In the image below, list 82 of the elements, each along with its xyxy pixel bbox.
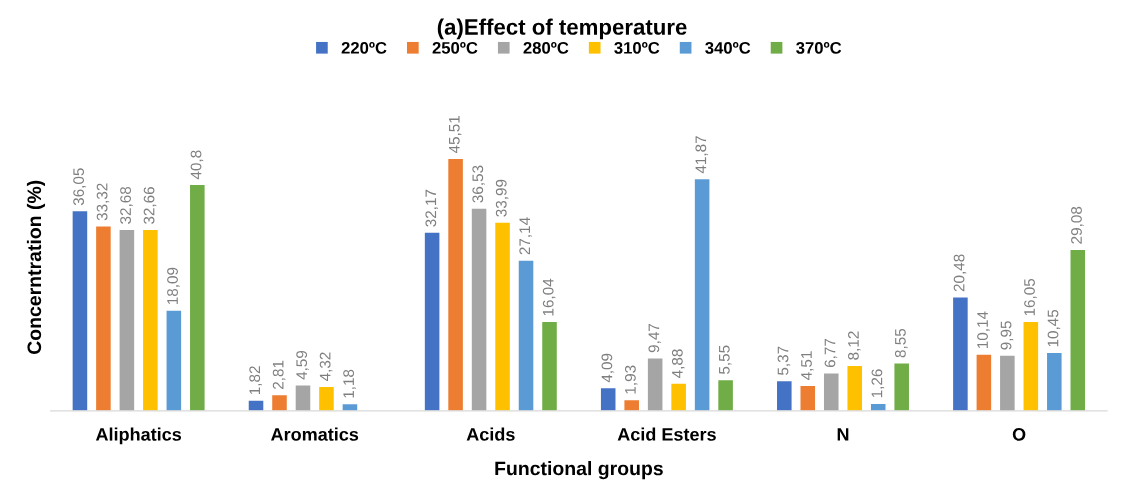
data-label: 18,09 [167, 267, 180, 305]
data-label: 1,82 [249, 366, 262, 395]
bar [847, 365, 863, 411]
data-label: 33,99 [495, 179, 509, 217]
legend-label: 370ºC [796, 41, 842, 54]
data-label: 33,32 [96, 183, 110, 221]
data-label: 9,47 [648, 323, 662, 353]
data-label: 9,95 [1000, 321, 1014, 350]
data-label: 29,08 [1071, 206, 1084, 244]
bar [72, 211, 88, 411]
data-label: 10,45 [1047, 309, 1061, 347]
data-label: 5,37 [777, 346, 791, 375]
bar [166, 310, 182, 411]
legend-label: 250ºC [432, 41, 478, 54]
bar [190, 185, 205, 411]
x-tick-label: Acid Esters [617, 427, 716, 441]
legend-label: 280ºC [523, 41, 569, 54]
x-tick-label: Aromatics [271, 427, 359, 441]
legend-label: 310ºC [614, 41, 660, 54]
bar [1000, 355, 1015, 411]
bar [96, 226, 111, 411]
bar [718, 380, 733, 411]
bar [424, 232, 440, 411]
bar [542, 322, 557, 411]
y-axis-title: Concerntration (%) [26, 180, 46, 354]
bar [894, 363, 909, 411]
data-label: 4,09 [601, 353, 615, 383]
bar [823, 373, 839, 411]
x-tick-label: O [1012, 427, 1026, 441]
data-label: 1,93 [624, 365, 638, 394]
data-label: 8,55 [894, 328, 908, 358]
data-label: 1,26 [871, 369, 885, 398]
chart-title: (a)Effect of temperature [437, 18, 687, 40]
data-label: 1,18 [343, 369, 356, 398]
data-label: 36,53 [472, 165, 485, 203]
bar [518, 260, 534, 411]
bar [976, 354, 992, 411]
bar [600, 388, 616, 411]
data-label: 4,32 [319, 352, 333, 382]
bar [272, 395, 287, 411]
bar [777, 381, 792, 411]
legend-label: 220ºC [341, 41, 387, 54]
data-label: 16,05 [1024, 278, 1037, 316]
bar [1047, 353, 1062, 411]
data-label: 5,55 [719, 345, 732, 374]
bar [119, 230, 135, 411]
bar [647, 358, 663, 411]
data-label: 2,81 [272, 360, 286, 389]
data-label: 41,87 [695, 136, 709, 174]
bar [1023, 322, 1039, 411]
data-label: 45,51 [449, 115, 462, 154]
data-label: 8,12 [848, 331, 861, 360]
data-label: 36,05 [73, 168, 86, 206]
data-label: 4,51 [801, 351, 814, 381]
data-label: 16,04 [542, 278, 556, 316]
x-tick-label: N [837, 428, 849, 441]
data-label: 40,8 [190, 150, 204, 180]
data-label: 27,14 [519, 217, 532, 255]
bar [1070, 249, 1086, 411]
bar [694, 179, 710, 411]
data-label: 20,48 [953, 254, 967, 292]
x-tick-label: Aliphatics [95, 427, 182, 445]
data-label: 4,59 [296, 350, 309, 380]
bar [319, 386, 334, 411]
bar [800, 385, 816, 411]
legend-label: 340ºC [705, 41, 751, 54]
bar [953, 297, 968, 411]
x-tick-label: Acids [466, 427, 515, 441]
data-label: 10,14 [977, 311, 990, 349]
data-label: 32,68 [120, 186, 133, 224]
data-label: 4,88 [671, 349, 685, 378]
x-axis-title: Functional groups [495, 461, 663, 480]
data-label: 32,17 [425, 189, 439, 227]
bar [295, 385, 311, 411]
bar [495, 222, 510, 411]
bar [471, 208, 487, 411]
bar [624, 400, 639, 411]
bar [671, 383, 686, 411]
bar [448, 159, 463, 411]
data-label: 32,66 [143, 187, 157, 224]
data-label: 6,77 [824, 338, 838, 368]
bar [143, 230, 158, 411]
